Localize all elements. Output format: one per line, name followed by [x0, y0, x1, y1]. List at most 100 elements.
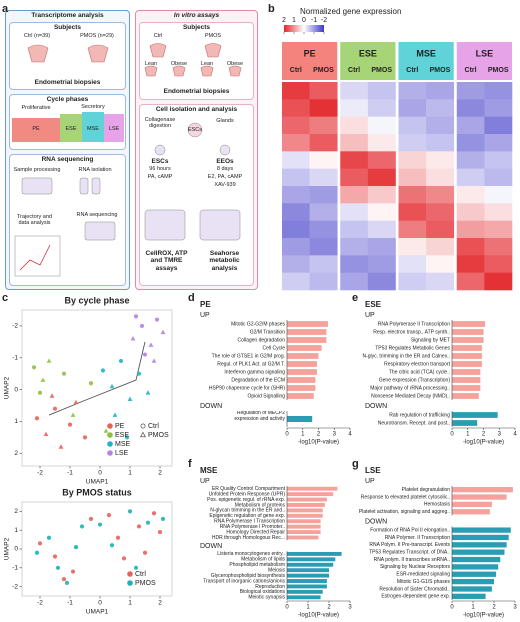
bar	[287, 508, 323, 513]
label: CellROX, ATP and TMRE assays	[145, 250, 188, 272]
x-tick-label: 2	[158, 600, 162, 607]
heatmap-cell	[340, 168, 369, 187]
category-label: Platelet activation, signaling and aggre…	[359, 509, 450, 515]
heatmap-cell	[426, 82, 455, 100]
bar	[287, 393, 314, 399]
bar	[452, 556, 501, 563]
heatmap-cell	[309, 134, 338, 152]
category-label: TP53 Regulates Transcript. of DNA..	[369, 550, 450, 556]
condition-label: Ctrl	[348, 67, 360, 74]
heatmap-cell	[398, 134, 427, 152]
point	[97, 522, 103, 527]
point	[106, 513, 112, 518]
point	[160, 329, 166, 335]
point	[88, 516, 94, 522]
heatmap-cell	[309, 186, 338, 204]
category-label: RNA Polymerase I Promoter..	[220, 524, 285, 530]
heatmap-cell	[426, 116, 455, 135]
bar	[452, 329, 484, 335]
category-label: Metabolism of lipids	[241, 557, 285, 563]
point	[136, 371, 142, 376]
heatmap-cell	[456, 116, 485, 135]
x-tick-label: 0	[450, 605, 454, 611]
heatmap-cell	[484, 272, 513, 291]
group-label: LSE	[476, 48, 494, 58]
category-label: RNA Polym. II Pre-transcript. Events	[369, 542, 450, 548]
heatmap-cell	[367, 99, 396, 117]
bar	[452, 509, 490, 515]
bar	[287, 530, 321, 535]
section-title: Subjects	[182, 24, 211, 31]
heatmap-cell	[456, 203, 485, 221]
heatmap-cell	[426, 168, 455, 187]
point	[70, 569, 76, 574]
category-label: Signaling by Nuclear Receptors	[380, 564, 451, 570]
legend-swatch	[140, 431, 146, 438]
heatmap-cell	[309, 116, 338, 135]
point	[103, 428, 109, 433]
label: 8 days	[216, 166, 234, 172]
point	[37, 541, 43, 546]
label: ESCs	[187, 127, 203, 133]
category-label: Biological oxidations	[240, 589, 286, 595]
bar	[287, 416, 313, 422]
phase-label: MSE	[87, 126, 99, 132]
category-label: TP53 Regulates Metabolic Genes	[375, 345, 450, 351]
x-tick-label: 2	[158, 470, 162, 477]
heatmap-cell	[367, 255, 396, 273]
colorbar-tick-label: 2	[282, 17, 286, 24]
legend-swatch	[107, 432, 113, 438]
heatmap-cell	[426, 99, 455, 117]
category-label-box: Regulation of MECP2 expression and activ…	[234, 411, 285, 421]
heatmap-cell	[367, 203, 396, 221]
x-tick-label: 1	[128, 470, 132, 477]
legend-label: Ctrl	[135, 571, 146, 578]
heatmap-cell	[367, 134, 396, 152]
heatmap-cell	[398, 116, 427, 135]
point	[34, 416, 40, 421]
y-axis-label: UMAP2	[4, 376, 11, 399]
category-label: Transport of inorganic cations/anions	[203, 578, 285, 584]
group-label: ESE	[359, 48, 377, 58]
bar	[452, 586, 492, 592]
bar	[287, 345, 322, 351]
category-label: Platelet degranulation	[402, 487, 451, 493]
chart-title: PE	[200, 300, 211, 309]
bar	[287, 562, 334, 567]
category-label: Pos. epigenetic regul. of rRNA exp.	[207, 497, 285, 503]
x-tick-label: 3	[348, 605, 352, 611]
colorbar	[284, 25, 324, 32]
group-header	[340, 42, 396, 80]
x-axis-label: UMAP1	[86, 479, 109, 486]
point	[79, 524, 85, 529]
x-axis-label: -log10(P-value)	[298, 440, 339, 446]
x-tick-label: 2	[492, 605, 496, 611]
bar	[287, 524, 321, 529]
heatmap-cell	[456, 186, 485, 204]
heatmap-cell	[367, 116, 396, 135]
point	[127, 509, 133, 514]
bar	[452, 337, 484, 343]
category-label: Epigenetic regulation of gene exp.	[209, 513, 285, 519]
heatmap-cell	[398, 82, 427, 100]
category-label: Nonsense Mediated Decay (NMD)..	[371, 393, 450, 399]
bar	[287, 503, 325, 507]
phase-label: PE	[32, 126, 40, 132]
heatmap-cell	[340, 99, 369, 117]
category-label: Respiratory electron transport	[384, 361, 450, 367]
heatmap-cell	[282, 203, 310, 221]
legend-label: Ctrl	[148, 423, 159, 430]
heatmap-cell	[309, 272, 338, 291]
bar	[287, 321, 328, 327]
heatmap-cell	[340, 255, 369, 273]
heatmap-cell	[456, 151, 485, 169]
x-tick-label: 0	[450, 432, 454, 438]
label: PMOS (n=29)	[80, 33, 114, 39]
bar	[452, 494, 507, 500]
heatmap-cell	[456, 220, 485, 239]
x-tick-label: -1	[67, 600, 73, 607]
x-tick-label: 1	[128, 600, 132, 607]
heatmap-cell	[282, 151, 310, 169]
heatmap-cell	[282, 134, 310, 152]
